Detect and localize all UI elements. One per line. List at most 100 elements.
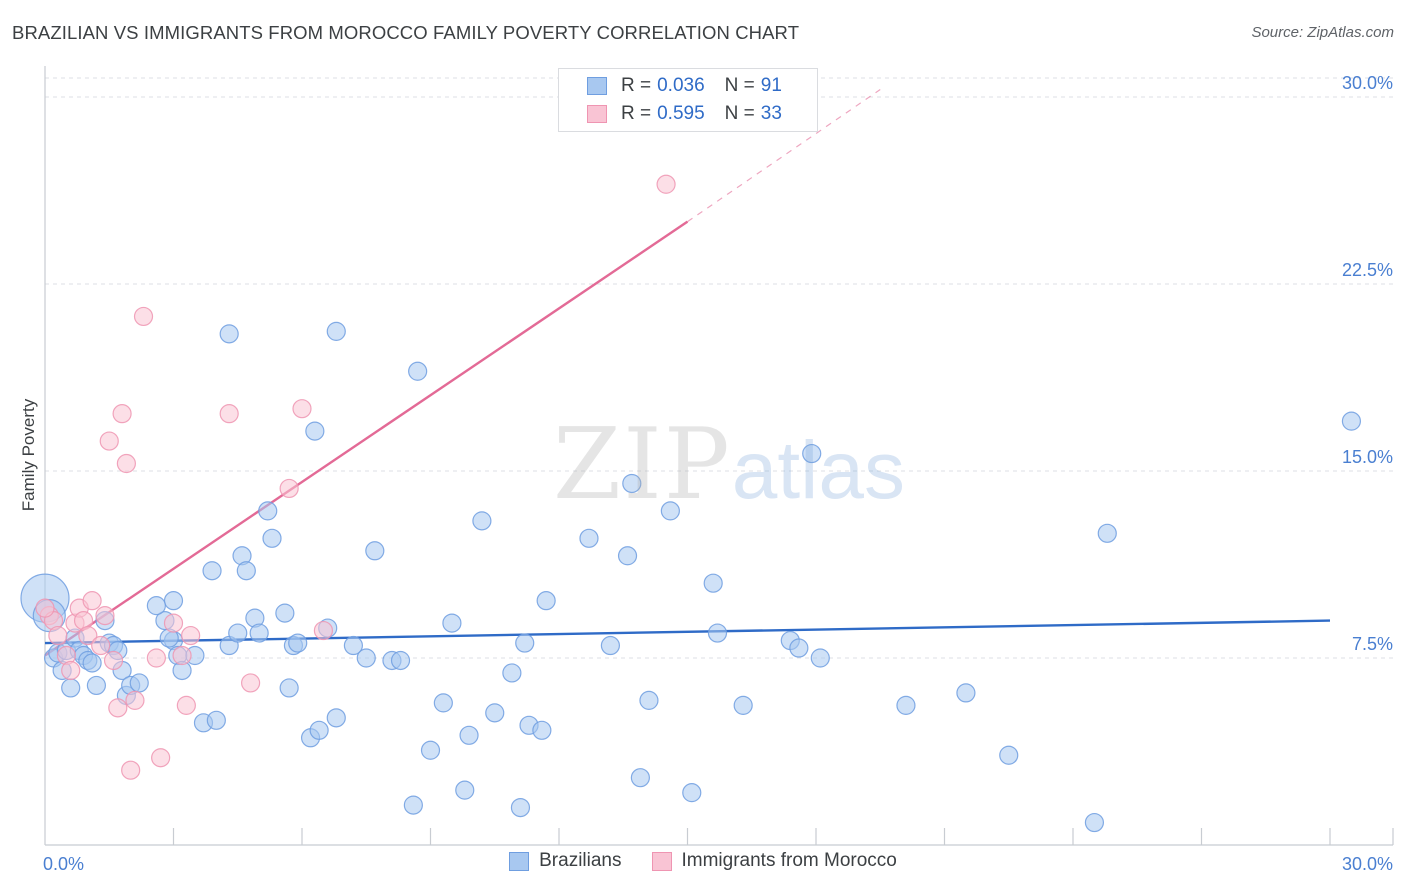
point-morocco [99, 431, 119, 451]
point-brazilians [682, 783, 702, 803]
point-morocco [151, 748, 171, 768]
point-morocco [61, 660, 81, 681]
point-brazilians [262, 528, 282, 548]
x-tick-label: 0.0% [43, 854, 84, 874]
point-morocco [125, 690, 145, 710]
point-morocco [292, 399, 312, 419]
point-brazilians [420, 740, 441, 760]
point-brazilians [326, 321, 346, 341]
point-morocco [116, 453, 136, 474]
point-brazilians [442, 613, 462, 633]
point-brazilians [810, 648, 830, 668]
point-brazilians [622, 473, 642, 494]
y-tick-label: 15.0% [1342, 447, 1393, 467]
point-brazilians [532, 720, 552, 740]
legend-row-morocco: R = 0.595 N = 33 [587, 101, 782, 127]
point-brazilians [82, 653, 102, 673]
legend-r-value: 0.036 [657, 75, 705, 96]
point-brazilians [365, 541, 385, 561]
point-morocco [112, 404, 132, 424]
point-morocco [48, 625, 68, 646]
point-morocco [82, 591, 102, 611]
point-brazilians [510, 797, 531, 818]
point-brazilians [408, 361, 428, 381]
point-brazilians [472, 511, 492, 531]
point-brazilians [288, 633, 308, 653]
point-brazilians [433, 693, 453, 713]
point-morocco [176, 695, 196, 715]
point-brazilians [660, 501, 680, 521]
point-brazilians [459, 725, 479, 745]
y-tick-label: 30.0% [1342, 73, 1393, 93]
point-brazilians [279, 678, 299, 698]
point-morocco [181, 625, 201, 646]
legend-swatch-brazilians [587, 77, 607, 95]
point-brazilians [733, 695, 753, 715]
chart-title: BRAZILIAN VS IMMIGRANTS FROM MOROCCO FAM… [12, 22, 800, 43]
point-brazilians [219, 324, 239, 344]
series-swatch-morocco [651, 851, 672, 871]
point-brazilians [61, 678, 81, 698]
point-brazilians [703, 573, 723, 593]
point-brazilians [236, 561, 256, 581]
series-label-morocco: Immigrants from Morocco [681, 850, 897, 871]
point-morocco [656, 174, 676, 194]
point-brazilians [802, 443, 822, 464]
point-morocco [313, 620, 334, 641]
point-brazilians [146, 596, 166, 616]
point-brazilians [86, 675, 107, 696]
point-morocco [78, 625, 98, 646]
source-label: Source: ZipAtlas.com [1251, 24, 1394, 41]
point-brazilians [390, 650, 411, 671]
point-brazilians [485, 703, 505, 723]
point-brazilians [326, 708, 346, 728]
point-brazilians [630, 768, 650, 788]
point-brazilians [600, 635, 621, 656]
point-morocco [163, 613, 184, 633]
point-morocco [91, 635, 111, 656]
trend-line-morocco-extension [687, 89, 881, 223]
series-legend-morocco[interactable]: Immigrants from Morocco [651, 850, 897, 872]
point-morocco [133, 306, 154, 327]
point-morocco [219, 404, 239, 424]
point-morocco [279, 478, 299, 499]
y-tick-label: 22.5% [1342, 260, 1393, 280]
point-brazilians [1341, 411, 1362, 431]
point-brazilians [356, 648, 376, 668]
point-brazilians [343, 635, 363, 656]
point-brazilians [502, 663, 522, 683]
x-tick-label: 30.0% [1342, 854, 1393, 874]
point-brazilians [896, 695, 916, 715]
point-brazilians [403, 795, 423, 815]
point-morocco [241, 673, 261, 693]
point-brazilians [579, 528, 599, 548]
series-label-brazilians: Brazilians [539, 850, 622, 871]
tick-labels: 7.5% 15.0% 22.5% 30.0% 0.0% 30.0% [43, 73, 1393, 874]
point-morocco [172, 645, 192, 666]
legend-r-label: R = [621, 75, 652, 96]
legend-row-brazilians: R = 0.036 N = 91 [587, 73, 782, 99]
correlation-legend: R = 0.036 N = 91 R = 0.595 N = 33 [558, 68, 818, 132]
legend-n-value: 33 [760, 103, 782, 124]
point-brazilians [206, 710, 226, 730]
legend-r-label: R = [621, 103, 652, 124]
point-brazilians [258, 501, 278, 521]
y-axis-title: Family Poverty [19, 398, 38, 511]
point-brazilians [249, 623, 269, 643]
series-legend-brazilians[interactable]: Brazilians [509, 850, 622, 872]
legend-swatch-morocco [587, 105, 607, 123]
point-brazilians [999, 745, 1019, 765]
axes [44, 66, 1394, 846]
point-brazilians [1097, 523, 1117, 543]
point-brazilians [275, 603, 295, 623]
point-brazilians [515, 633, 535, 653]
series-legend: Brazilians Immigrants from Morocco [0, 850, 1406, 872]
legend-n-value: 91 [760, 75, 782, 96]
point-brazilians [1084, 812, 1105, 833]
legend-n-label: N = [724, 103, 755, 124]
legend-r-value: 0.595 [657, 103, 705, 124]
legend-n-label: N = [724, 75, 755, 96]
point-morocco [35, 598, 55, 618]
series-swatch-brazilians [509, 851, 530, 871]
